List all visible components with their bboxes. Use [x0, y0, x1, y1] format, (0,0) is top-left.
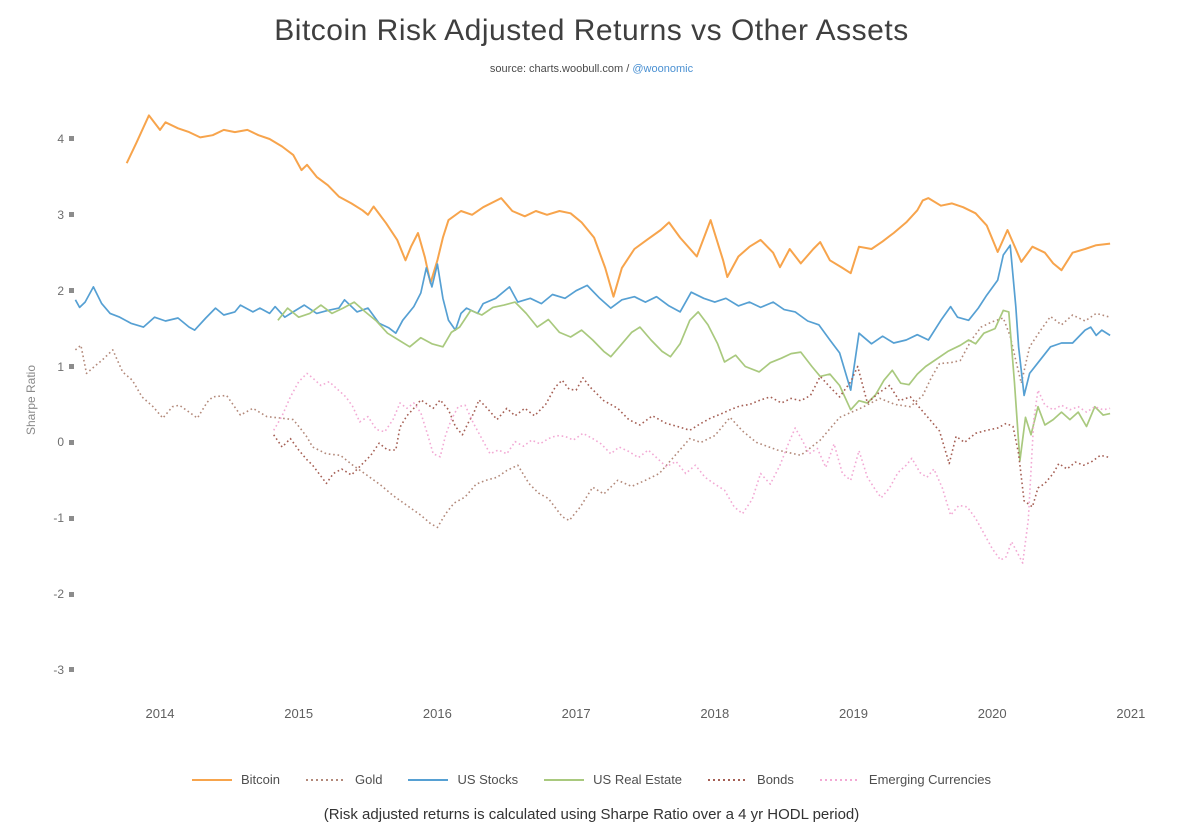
series-line-gold	[74, 312, 1111, 529]
legend-label: Gold	[355, 772, 383, 787]
y-tick-label: 1	[57, 359, 64, 374]
x-tick-label: 2018	[700, 706, 730, 721]
legend-label: Emerging Currencies	[868, 772, 992, 787]
legend-item-gold[interactable]: Gold	[306, 772, 382, 787]
y-tick-label: -2	[53, 587, 64, 602]
legend-swatch	[819, 778, 860, 781]
series-line-us-real-estate	[277, 301, 1111, 462]
x-tick-label: 2021	[1116, 706, 1146, 721]
legend-item-emerging-currencies[interactable]: Emerging Currencies	[819, 772, 992, 787]
series-line-us-stocks	[74, 244, 1111, 397]
y-tick-mark	[69, 667, 74, 673]
chart-subtitle: source: charts.woobull.com / @woonomic	[0, 63, 1183, 75]
y-tick-label: 2	[57, 283, 64, 298]
y-tick-mark	[69, 515, 74, 521]
y-tick-mark	[69, 364, 74, 370]
y-tick-label: 0	[57, 435, 64, 450]
y-tick-mark	[69, 136, 74, 142]
y-tick-label: 4	[57, 131, 64, 146]
series-line-bonds	[273, 365, 1111, 508]
legend-swatch	[708, 778, 749, 781]
legend-item-us-real-estate[interactable]: US Real Estate	[544, 772, 682, 787]
legend-item-bonds[interactable]: Bonds	[708, 772, 794, 787]
legend-label: Bitcoin	[240, 772, 280, 787]
y-tick-label: -3	[53, 662, 64, 677]
y-tick-label: 3	[57, 207, 64, 222]
y-tick-mark	[69, 591, 74, 597]
x-tick-label: 2015	[284, 706, 314, 721]
x-tick-label: 2019	[839, 706, 868, 721]
legend-label: US Stocks	[457, 772, 519, 787]
legend-item-bitcoin[interactable]: Bitcoin	[191, 772, 280, 787]
legend-swatch	[544, 778, 585, 781]
legend-label: Bonds	[757, 772, 794, 787]
page-title: Bitcoin Risk Adjusted Returns vs Other A…	[274, 14, 909, 47]
x-tick-label: 2016	[422, 706, 452, 721]
y-tick-mark	[69, 288, 74, 294]
y-tick-mark	[69, 212, 74, 218]
series-line-bitcoin	[125, 114, 1111, 298]
y-tick-label: -1	[53, 511, 64, 526]
x-tick-label: 2014	[145, 706, 175, 721]
series-line-emerging-currencies	[273, 372, 1111, 564]
subtitle-source-text: source: charts.woobull.com /	[489, 63, 633, 75]
x-tick-label: 2017	[561, 706, 591, 721]
x-tick-label: 2020	[977, 706, 1007, 721]
subtitle-author-link[interactable]: @woonomic	[632, 63, 694, 75]
legend-swatch	[191, 778, 232, 781]
chart-caption: (Risk adjusted returns is calculated usi…	[323, 806, 860, 823]
legend: Bitcoin Gold US Stocks US Real Estate Bonds E…	[0, 772, 1183, 787]
y-tick-mark	[69, 439, 74, 445]
legend-item-us-stocks[interactable]: US Stocks	[408, 772, 518, 787]
legend-swatch	[306, 778, 346, 781]
legend-label: US Real Estate	[593, 772, 683, 787]
legend-swatch	[408, 778, 449, 781]
